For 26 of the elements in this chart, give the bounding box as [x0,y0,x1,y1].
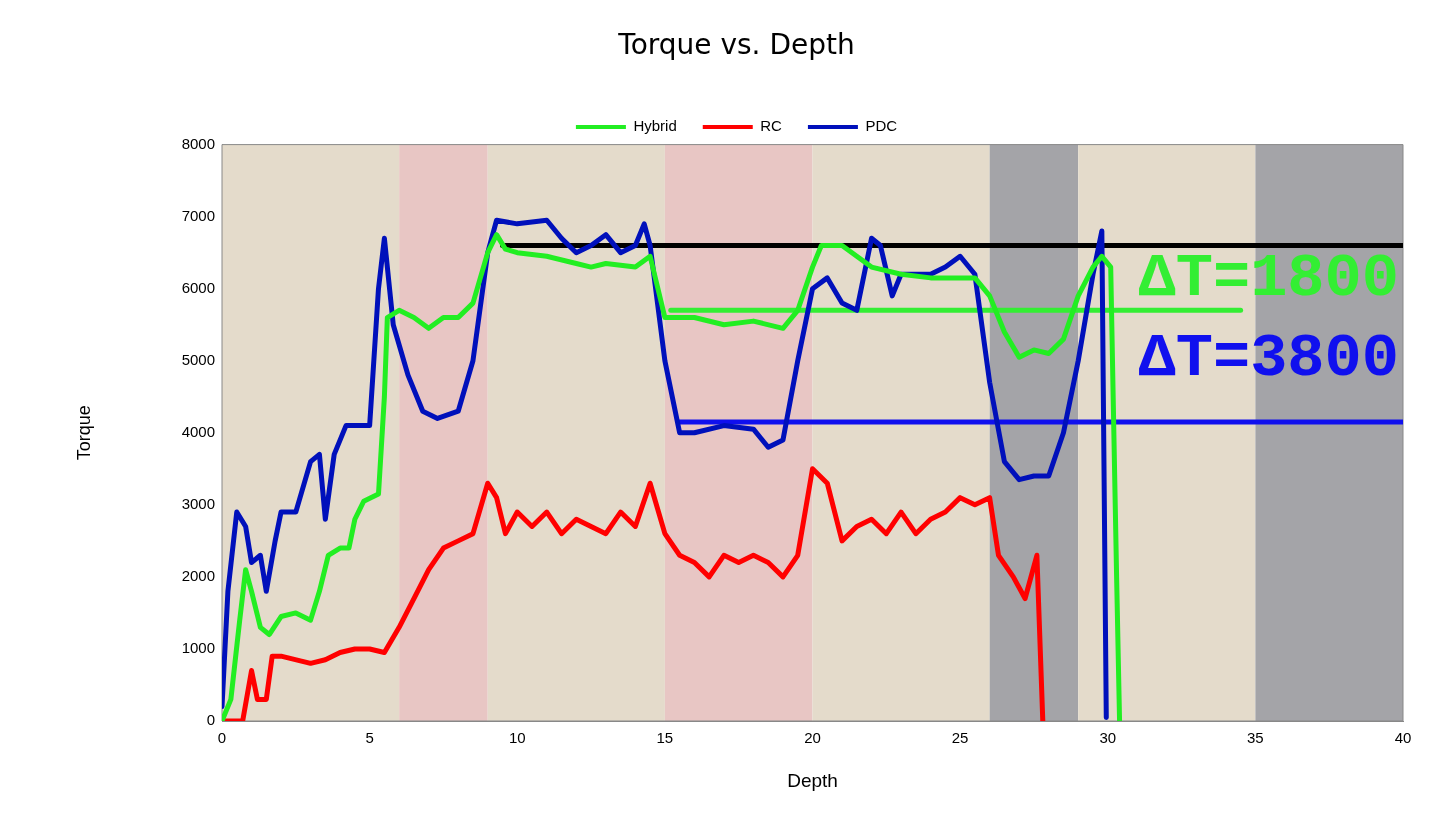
legend-label: Hybrid [633,117,677,135]
annotation: ΔT=3800 [1138,322,1399,394]
legend-label: PDC [865,117,898,135]
legend-label: RC [760,117,783,135]
y-tick-label: 4000 [181,422,215,440]
y-tick-label: 2000 [181,567,215,585]
x-tick-label: 40 [1394,729,1412,747]
y-tick-label: 8000 [181,134,215,152]
y-tick-label: 7000 [181,206,215,224]
x-axis-title: Depth [787,769,838,791]
y-tick-label: 1000 [181,639,215,657]
y-tick-label: 6000 [181,278,215,296]
annotation: ΔT=1800 [1138,242,1399,314]
y-tick-label: 5000 [181,350,215,368]
x-tick-label: 0 [217,729,227,747]
x-tick-label: 30 [1099,729,1117,747]
y-axis-title: Torque [73,405,94,461]
x-tick-label: 20 [804,729,821,747]
chart-title: Torque vs. Depth [617,28,855,62]
x-tick-label: 25 [951,729,969,747]
y-tick-label: 0 [206,711,215,729]
x-tick-label: 15 [656,729,674,747]
x-tick-label: 35 [1247,729,1264,747]
x-tick-label: 10 [508,729,526,747]
y-tick-label: 3000 [181,494,215,512]
x-tick-label: 5 [365,729,374,747]
